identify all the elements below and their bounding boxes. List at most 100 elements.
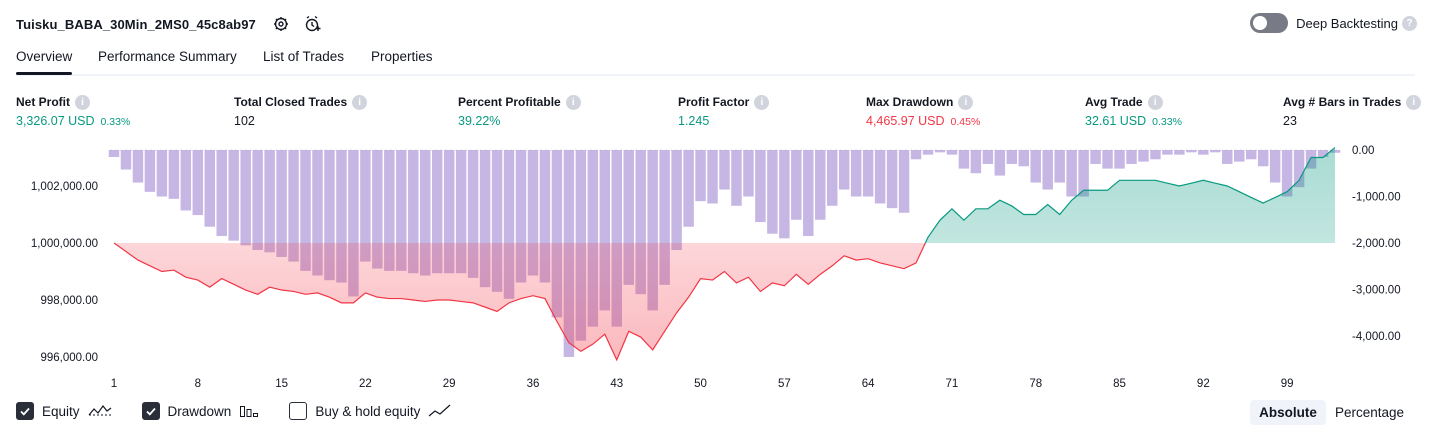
drawdown-bar	[527, 150, 539, 276]
drawdown-bar	[671, 150, 682, 250]
add-alert-icon[interactable]	[302, 13, 324, 35]
drawdown-bar	[300, 150, 311, 271]
drawdown-bar	[1317, 150, 1329, 157]
drawdown-bar	[994, 150, 1006, 176]
legend-label: Buy & hold equity	[315, 403, 421, 419]
info-icon[interactable]: i	[352, 94, 368, 110]
drawdown-bar	[252, 150, 263, 250]
drawdown-bar	[838, 150, 850, 190]
drawdown-bar	[1114, 150, 1125, 169]
drawdown-bar	[599, 150, 611, 311]
drawdown-bar	[420, 150, 431, 276]
tab-properties[interactable]: Properties	[371, 49, 433, 64]
info-icon[interactable]: i	[565, 94, 581, 110]
drawdown-bar	[396, 150, 407, 271]
equity-checkbox[interactable]	[16, 402, 34, 420]
percentage-button[interactable]: Percentage	[1334, 405, 1404, 420]
drawdown-bar	[455, 150, 467, 274]
metric-total-closed-trades: Total Closed Trades i 102	[234, 94, 368, 128]
drawdown-bar	[719, 150, 730, 190]
tab-list-of-trades[interactable]: List of Trades	[263, 49, 345, 64]
drawdown-bar	[958, 150, 970, 169]
drawdown-bar	[1210, 150, 1221, 153]
drawdown-bar	[946, 150, 958, 155]
drawdown-bar	[1269, 150, 1281, 183]
drawdown-bar	[587, 150, 599, 327]
legend-equity[interactable]: Equity	[16, 402, 112, 420]
drawdown-bar	[360, 150, 371, 262]
metric-net-profit: Net Profit i 3,326.07 USD 0.33%	[16, 94, 130, 128]
toggle-knob	[1253, 16, 1268, 30]
drawdown-bar	[1006, 150, 1018, 164]
metric-avg-bars: Avg # Bars in Trades i 23	[1283, 94, 1422, 128]
drawdown-bar	[264, 150, 275, 253]
drawdown-bar	[1102, 150, 1113, 169]
right-axis-tick: -1,000.00	[1352, 192, 1401, 204]
left-axis-tick: 998,000.00	[40, 295, 98, 307]
metrics-row: Net Profit i 3,326.07 USD 0.33% Total Clos…	[0, 94, 1431, 134]
buy-hold-checkbox[interactable]	[289, 402, 308, 420]
metric-max-drawdown: Max Drawdown i 4,465.97 USD 0.45%	[866, 94, 980, 128]
deep-backtesting-toggle[interactable]	[1250, 13, 1289, 33]
drawdown-bar	[815, 150, 826, 220]
drawdown-bar	[731, 150, 742, 206]
drawdown-bar	[515, 150, 527, 283]
drawdown-bar	[192, 150, 204, 216]
info-icon[interactable]: i	[958, 94, 974, 110]
x-axis-tick: 92	[1197, 378, 1210, 390]
absolute-button[interactable]: Absolute	[1250, 400, 1326, 425]
drawdown-bar	[108, 150, 120, 157]
x-axis-tick: 15	[275, 378, 288, 390]
drawdown-bar	[850, 150, 862, 197]
drawdown-bar	[551, 150, 563, 318]
drawdown-bar	[707, 150, 718, 204]
drawdown-checkbox[interactable]	[141, 402, 160, 420]
drawdown-bar	[886, 150, 898, 209]
drawdown-bar	[791, 150, 802, 220]
metric-value: 39.22%	[458, 114, 501, 128]
drawdown-bar	[312, 150, 323, 276]
x-axis-tick: 36	[527, 378, 540, 390]
tab-bar: Overview Performance Summary List of Tra…	[16, 45, 1415, 76]
info-icon[interactable]: i	[75, 94, 90, 110]
drawdown-bar	[874, 150, 886, 204]
drawdown-bar	[934, 150, 946, 153]
legend-label: Equity	[42, 403, 80, 419]
metric-label: Net Profit	[16, 95, 70, 109]
drawdown-bar	[156, 150, 168, 197]
metric-value: 32.61 USD	[1085, 114, 1147, 128]
drawdown-bar	[1078, 150, 1089, 197]
drawdown-bar	[862, 150, 874, 197]
drawdown-bar	[276, 150, 287, 257]
info-icon[interactable]: i	[754, 94, 770, 110]
tab-performance-summary[interactable]: Performance Summary	[98, 49, 237, 64]
legend-buy-hold[interactable]: Buy & hold equity	[289, 402, 452, 420]
drawdown-bar	[503, 150, 515, 299]
legend-drawdown[interactable]: Drawdown	[141, 402, 260, 420]
drawdown-bar	[683, 150, 694, 227]
x-axis-tick: 29	[443, 378, 456, 390]
drawdown-bar	[1066, 150, 1077, 197]
chart-legend: Equity Drawdown Buy & hold equity	[16, 402, 482, 420]
settings-icon[interactable]	[270, 13, 292, 35]
scale-mode-switch: Absolute Percentage	[1250, 400, 1413, 425]
legend-label: Drawdown	[167, 403, 232, 419]
help-icon[interactable]: ?	[1402, 15, 1417, 31]
buy-hold-line-icon	[428, 404, 452, 418]
equity-drawdown-chart[interactable]: 996,000.00 998,000.00 1,000,000.00 1,002,00…	[0, 138, 1431, 390]
tab-overview[interactable]: Overview	[16, 49, 73, 75]
right-axis-tick: 0.00	[1352, 145, 1374, 157]
metric-profit-factor: Profit Factor i 1.245	[678, 94, 770, 128]
drawdown-bar	[1245, 150, 1257, 160]
drawdown-bar	[336, 150, 347, 283]
info-icon[interactable]: i	[1147, 94, 1163, 110]
drawdown-bar	[240, 150, 251, 246]
drawdown-bar	[408, 150, 419, 274]
drawdown-bar	[779, 150, 790, 239]
drawdown-bar	[144, 150, 156, 192]
metric-value: 4,465.97 USD	[866, 114, 945, 128]
info-icon[interactable]: i	[1406, 94, 1422, 110]
right-axis-tick: -4,000.00	[1352, 331, 1401, 343]
drawdown-bar	[910, 150, 922, 160]
equity-loss-area	[114, 243, 1335, 360]
